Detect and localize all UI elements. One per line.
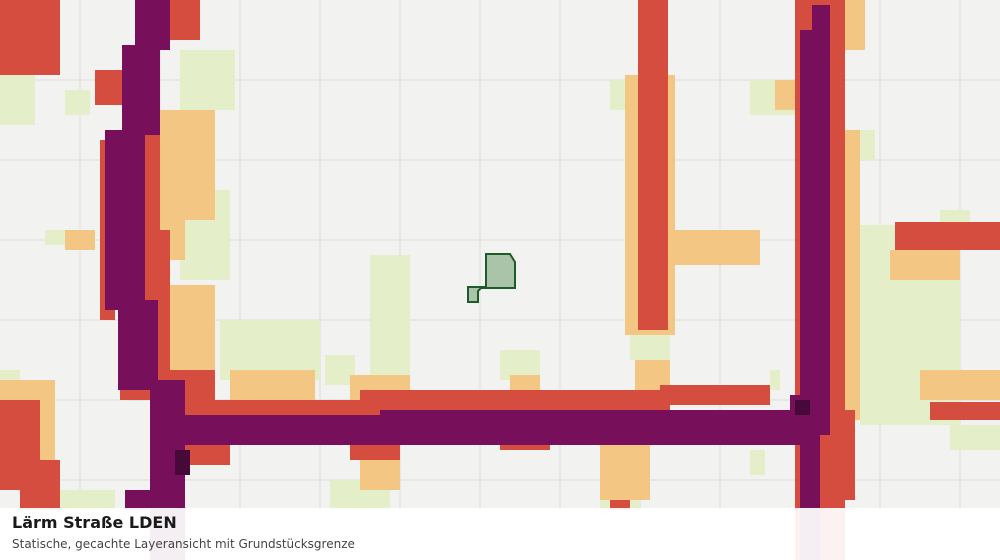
noise-zone-low: [950, 425, 1000, 450]
noise-zone-medium: [845, 0, 865, 50]
noise-zone-low: [0, 75, 35, 125]
noise-zone-high: [930, 402, 1000, 420]
noise-zone-very-high: [380, 410, 800, 440]
noise-zone-high: [610, 500, 630, 510]
noise-zone-high: [895, 222, 1000, 250]
noise-zone-low: [770, 370, 780, 390]
noise-zone-medium: [920, 370, 1000, 400]
noise-zone-high: [638, 0, 668, 330]
noise-zone-high: [20, 460, 60, 510]
noise-zone-low: [180, 50, 235, 110]
noise-zone-high: [180, 445, 230, 465]
noise-zone-medium: [600, 440, 650, 500]
noise-zone-low: [45, 230, 65, 245]
noise-zone-low: [65, 90, 90, 115]
noise-zone-medium: [890, 250, 960, 280]
noise-zone-very-high: [125, 490, 185, 510]
noise-zone-medium: [155, 110, 215, 220]
noise-zone-very-high: [812, 5, 830, 405]
noise-zone-high: [660, 385, 770, 405]
noise-zone-very-high: [122, 45, 160, 135]
noise-zone-very-high: [105, 130, 145, 310]
noise-zone-low: [370, 255, 410, 375]
map-subtitle: Statische, gecachte Layeransicht mit Gru…: [12, 537, 355, 551]
noise-zone-very-high: [118, 300, 158, 390]
parcel-boundary[interactable]: [467, 253, 516, 303]
noise-zone-low: [750, 450, 765, 475]
noise-zone-very-high: [135, 0, 170, 50]
noise-zone-medium: [65, 230, 95, 250]
noise-zone-high: [0, 0, 60, 75]
map-title: Lärm Straße LDEN: [12, 513, 177, 532]
noise-zone-extreme: [175, 450, 190, 475]
caption-panel: [0, 508, 1000, 560]
noise-zone-high: [550, 390, 670, 410]
noise-zone-medium: [670, 230, 760, 265]
noise-zone-extreme: [795, 400, 810, 415]
